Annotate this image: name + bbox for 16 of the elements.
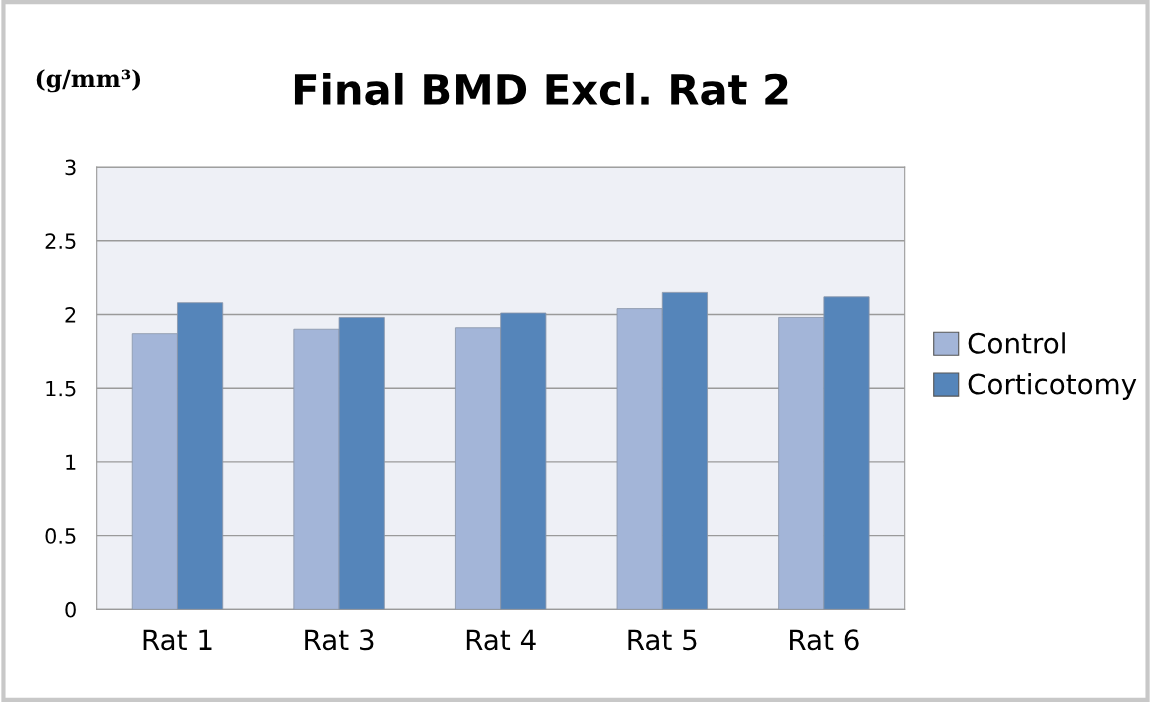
x-tick-label: Rat 4: [466, 629, 536, 651]
x-tick-label: Rat 5: [628, 629, 697, 651]
y-tick-label: 0.5: [45, 528, 76, 544]
y-tick-label: 1: [66, 454, 76, 470]
chart-title: Final BMD Excl. Rat 2: [294, 72, 788, 106]
x-tick-label: Rat 1: [143, 629, 212, 651]
x-tick-label: Rat 3: [305, 629, 374, 651]
y-tick-label: 2.5: [45, 233, 76, 249]
y-tick-label: 2: [65, 306, 76, 323]
x-tick-label: Rat 6: [790, 629, 859, 651]
y-axis-title: (g/mm³): [36, 69, 141, 93]
y-tick-label: 0: [65, 601, 76, 618]
legend-label: Control: [968, 332, 1065, 354]
y-tick-label: 3: [65, 159, 76, 176]
y-tick-label: 1.5: [46, 380, 76, 397]
legend-label: Corticotomy: [968, 373, 1137, 400]
